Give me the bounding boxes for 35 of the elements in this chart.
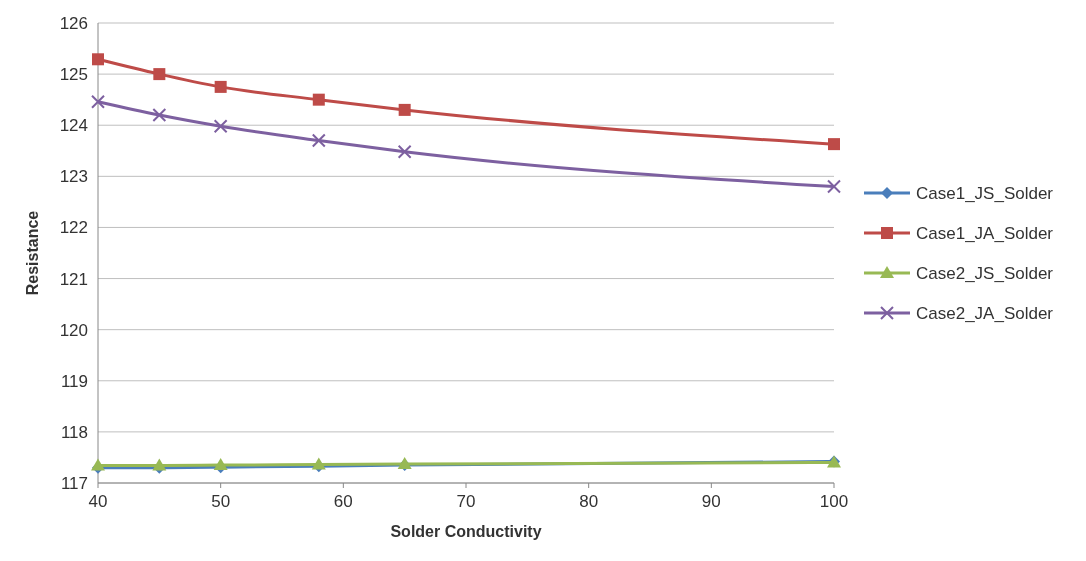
y-tick-label: 117 — [60, 473, 88, 493]
point — [397, 144, 412, 159]
y-tick-label: 118 — [60, 422, 88, 442]
y-tick-label: 120 — [59, 320, 88, 340]
y-tick-label: 125 — [59, 65, 88, 85]
y-axis-title: Resistance — [24, 210, 41, 296]
y-tick-label: 126 — [59, 13, 88, 33]
legend-label: Case1_JA_Solder — [916, 223, 1054, 243]
x-tick-label: 90 — [701, 492, 721, 511]
point — [213, 119, 228, 134]
point — [91, 94, 105, 109]
x-tick-label: 60 — [333, 492, 353, 511]
point — [152, 108, 167, 122]
x-axis-title: Solder Conductivity — [390, 523, 542, 540]
point — [398, 103, 411, 116]
y-tick-label: 124 — [59, 116, 88, 136]
legend-label: Case2_JA_Solder — [916, 303, 1054, 323]
point — [828, 138, 840, 151]
x-tick-label: 40 — [88, 492, 108, 511]
point — [92, 53, 104, 66]
point — [311, 133, 326, 148]
y-tick-label: 123 — [59, 167, 88, 187]
x-tick-label: 80 — [579, 492, 599, 511]
legend-label: Case2_JS_Solder — [916, 263, 1054, 283]
x-tick-label: 100 — [819, 492, 849, 511]
legend-label: Case1_JS_Solder — [916, 183, 1054, 203]
y-tick-label: 121 — [59, 269, 88, 289]
point — [214, 80, 227, 93]
point — [312, 93, 325, 106]
y-tick-label: 119 — [60, 371, 88, 391]
point — [153, 68, 166, 81]
x-tick-label: 50 — [211, 492, 231, 511]
point — [827, 179, 841, 194]
x-tick-label: 70 — [456, 492, 476, 511]
y-tick-label: 122 — [59, 218, 88, 238]
